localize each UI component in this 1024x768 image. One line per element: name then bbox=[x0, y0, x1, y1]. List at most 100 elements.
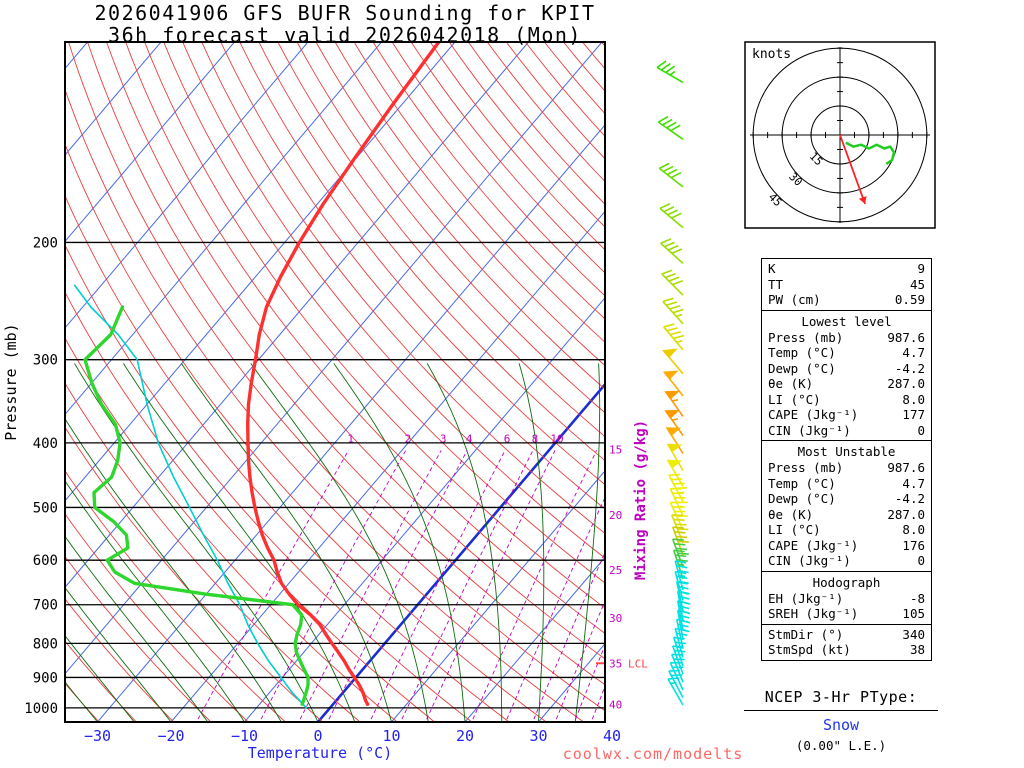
svg-text:10: 10 bbox=[382, 727, 400, 745]
stat-value: 287.0 bbox=[887, 506, 925, 522]
hodograph-units-label: knots bbox=[752, 47, 791, 62]
svg-text:2: 2 bbox=[405, 433, 412, 446]
stat-value: 0.59 bbox=[894, 292, 925, 307]
stats-row: Temp (°C) 4.7 bbox=[762, 476, 931, 492]
plot-frame bbox=[64, 41, 606, 723]
storm-motion-arrow bbox=[839, 134, 866, 205]
wind-barb bbox=[663, 323, 685, 351]
wind-barb bbox=[672, 549, 688, 580]
stat-label: StmSpd (kt) bbox=[768, 642, 851, 657]
wind-barb bbox=[664, 390, 684, 417]
svg-text:−20: −20 bbox=[157, 727, 184, 745]
stats-row: Temp (°C) 4.7 bbox=[762, 345, 931, 361]
pressure-gridlines bbox=[65, 241, 605, 709]
svg-text:25: 25 bbox=[609, 564, 622, 577]
svg-text:LCL: LCL bbox=[628, 657, 648, 670]
stat-label: Press (mb) bbox=[768, 460, 844, 475]
wind-barb bbox=[660, 238, 684, 264]
svg-text:Mixing Ratio (g/kg): Mixing Ratio (g/kg) bbox=[633, 420, 649, 580]
svg-text:8: 8 bbox=[532, 433, 539, 446]
stats-row: Dewp (°C) -4.2 bbox=[762, 491, 931, 507]
wetbulb-curve bbox=[73, 284, 308, 709]
stats-row: Press (mb) 987.6 bbox=[762, 460, 931, 476]
svg-text:40: 40 bbox=[609, 699, 622, 712]
stat-value: 176 bbox=[902, 537, 925, 553]
stats-row: CAPE (Jkg⁻¹) 176 bbox=[762, 538, 931, 554]
stat-label: SREH (Jkg⁻¹) bbox=[768, 606, 859, 621]
axis-titles: Pressure (mb) Temperature (°C) Mixing Rati… bbox=[2, 323, 649, 762]
svg-text:900: 900 bbox=[33, 670, 58, 686]
wind-barb bbox=[666, 459, 684, 487]
wind-barb bbox=[671, 653, 685, 683]
stats-section: Most Unstable Press (mb) 987.6 Temp (°C) 4.7… bbox=[761, 440, 932, 572]
mixing-ratio-lines bbox=[197, 450, 605, 720]
wind-barb bbox=[666, 443, 684, 471]
stats-row: EH (Jkg⁻¹) -8 bbox=[762, 591, 931, 607]
svg-text:3: 3 bbox=[440, 433, 447, 446]
stat-label: K bbox=[768, 261, 776, 276]
svg-text:500: 500 bbox=[33, 500, 58, 516]
stat-label: CAPE (Jkg⁻¹) bbox=[768, 537, 859, 553]
wind-barb bbox=[659, 202, 684, 229]
stats-row: θe (K) 287.0 bbox=[762, 376, 931, 392]
svg-text:−30: −30 bbox=[84, 727, 111, 745]
stat-label: TT bbox=[768, 276, 784, 292]
wind-barb bbox=[671, 645, 686, 675]
stats-panel: K 9 TT 45 PW (cm) 0.59 Lowest level Press (mb) 9… bbox=[761, 258, 932, 661]
dewpoint-curve bbox=[83, 305, 310, 706]
stat-label: θe (K) bbox=[768, 376, 814, 391]
stats-section: StmDir (°) 340 StmSpd (kt) 38 bbox=[761, 623, 932, 661]
wind-barb bbox=[664, 409, 684, 437]
stats-section-header: Most Unstable bbox=[797, 444, 896, 459]
stat-label: Temp (°C) bbox=[768, 345, 836, 360]
svg-text:6: 6 bbox=[504, 433, 511, 446]
mixing-ratio-labels: 1 2 3 4 6 8 10 15 20 25 30 35 40 bbox=[347, 433, 622, 712]
chart-title-line1: 2026041906 GFS BUFR Sounding for KPIT bbox=[94, 1, 596, 25]
stats-row: StmSpd (kt) 38 bbox=[762, 642, 931, 658]
stats-row: CIN (Jkg⁻¹) 0 bbox=[762, 423, 931, 439]
stat-value: 105 bbox=[902, 606, 925, 621]
svg-text:600: 600 bbox=[33, 553, 58, 569]
stats-row: SREH (Jkg⁻¹) 105 bbox=[762, 606, 931, 622]
stats-row: Dewp (°C) -4.2 bbox=[762, 361, 931, 377]
svg-text:800: 800 bbox=[33, 636, 58, 652]
wind-barb bbox=[662, 297, 684, 325]
stats-row: LI (°C) 8.0 bbox=[762, 392, 931, 408]
isotherms bbox=[65, 42, 605, 722]
wind-barb bbox=[671, 514, 689, 544]
stat-value: 4.7 bbox=[902, 345, 925, 360]
wind-barb bbox=[662, 370, 684, 397]
svg-text:40: 40 bbox=[603, 727, 621, 745]
stat-value: 9 bbox=[917, 261, 925, 276]
stats-row: CAPE (Jkg⁻¹) 177 bbox=[762, 407, 931, 423]
stats-row: TT 45 bbox=[762, 277, 931, 293]
stats-section-header: Lowest level bbox=[801, 313, 892, 329]
stats-row: θe (K) 287.0 bbox=[762, 507, 931, 523]
wind-barb bbox=[665, 427, 684, 454]
stat-value: 177 bbox=[902, 407, 925, 422]
stat-label: PW (cm) bbox=[768, 292, 821, 307]
dry-adiabats bbox=[65, 42, 605, 722]
stats-section: Hodograph EH (Jkg⁻¹) -8 SREH (Jkg⁻¹) 105 bbox=[761, 570, 932, 625]
hodograph-trace bbox=[845, 141, 896, 165]
svg-text:−10: −10 bbox=[231, 727, 258, 745]
svg-text:1000: 1000 bbox=[24, 701, 58, 717]
ptype-liquid-equivalent: (0.00" L.E.) bbox=[795, 738, 887, 753]
wind-barbs bbox=[656, 60, 691, 706]
stat-label: θe (K) bbox=[768, 506, 814, 522]
svg-text:300: 300 bbox=[33, 353, 58, 369]
svg-text:35: 35 bbox=[609, 657, 622, 670]
stat-value: 45 bbox=[909, 276, 925, 292]
svg-text:200: 200 bbox=[33, 235, 58, 251]
svg-text:400: 400 bbox=[33, 436, 58, 452]
svg-text:30: 30 bbox=[529, 727, 547, 745]
stats-row: LI (°C) 8.0 bbox=[762, 522, 931, 538]
svg-text:700: 700 bbox=[33, 598, 58, 614]
stat-value: 0 bbox=[917, 553, 925, 568]
stat-value: -8 bbox=[909, 590, 925, 606]
stats-row: CIN (Jkg⁻¹) 0 bbox=[762, 553, 931, 569]
stat-value: 8.0 bbox=[902, 522, 925, 537]
